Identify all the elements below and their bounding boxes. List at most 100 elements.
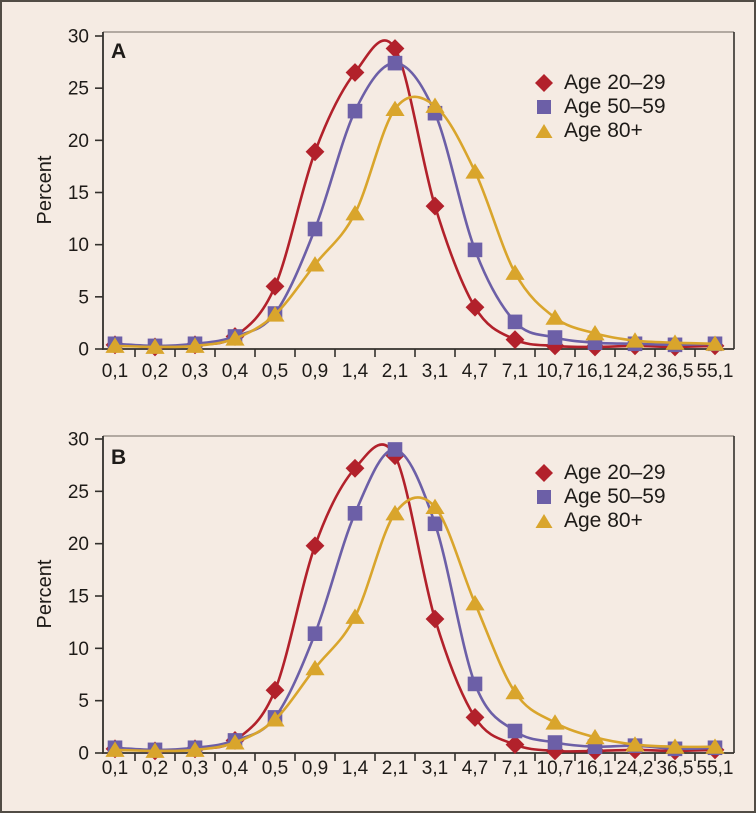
data-point-diamond <box>425 196 445 216</box>
data-point-square <box>507 723 523 739</box>
data-point-diamond <box>345 458 365 478</box>
x-tick-label: 10,7 <box>537 361 574 382</box>
data-point-square <box>507 314 523 330</box>
legend-item-age-80plus: Age 80+ <box>531 509 666 533</box>
y-tick-label: 5 <box>78 287 89 308</box>
legend-label: Age 20–29 <box>564 461 666 484</box>
x-tick-label: 1,4 <box>342 758 369 779</box>
y-tick-label: 30 <box>68 430 89 451</box>
y-tick-label: 25 <box>68 482 89 503</box>
data-point-triangle <box>545 309 565 325</box>
x-tick-label: 0,3 <box>182 361 208 382</box>
x-tick-label: 3,1 <box>422 758 448 779</box>
x-tick-label: 2,1 <box>382 758 408 779</box>
data-point-triangle <box>185 337 205 353</box>
legend-label: Age 50–59 <box>564 485 666 508</box>
x-tick-label: 0,3 <box>182 758 208 779</box>
x-tick-label: 0,2 <box>142 758 168 779</box>
data-point-triangle <box>345 204 365 221</box>
data-point-diamond <box>305 142 325 162</box>
x-tick-label: 36,5 <box>657 361 694 382</box>
data-point-square <box>387 55 403 71</box>
data-point-triangle <box>425 498 445 515</box>
x-tick-label: 24,2 <box>617 361 654 382</box>
x-tick-label: 0,2 <box>142 361 168 382</box>
x-tick-label: 7,1 <box>502 361 528 382</box>
y-tick-label: 5 <box>78 691 89 712</box>
data-point-triangle <box>665 334 685 350</box>
data-point-triangle <box>145 338 165 354</box>
data-point-triangle <box>225 330 245 346</box>
series-line-triangle <box>113 95 717 349</box>
legend-item-age-20-29: Age 20–29 <box>531 461 666 485</box>
data-point-square <box>467 676 483 692</box>
data-point-diamond <box>305 536 325 556</box>
y-tick-label: 10 <box>68 235 89 256</box>
x-tick-label: 4,7 <box>462 361 488 382</box>
x-tick-label: 0,4 <box>222 361 249 382</box>
data-point-diamond <box>545 336 565 356</box>
data-point-diamond <box>505 330 525 350</box>
x-tick-label: 10,7 <box>537 758 574 779</box>
legend-item-age-50-59: Age 50–59 <box>531 485 666 509</box>
y-tick-label: 0 <box>78 744 89 765</box>
x-tick-label: 0,9 <box>302 758 328 779</box>
x-tick-label: 0,5 <box>262 361 288 382</box>
data-point-square <box>307 626 323 641</box>
triangle-icon <box>535 514 553 528</box>
data-point-triangle <box>305 256 325 272</box>
x-tick-label: 55,1 <box>697 758 734 779</box>
data-point-diamond <box>465 297 485 317</box>
y-tick-label: 10 <box>68 639 89 660</box>
y-tick-label: 15 <box>68 587 89 608</box>
data-point-triangle <box>465 163 485 179</box>
x-tick-label: 24,2 <box>617 758 654 779</box>
y-tick-label: 25 <box>68 79 89 100</box>
data-point-triangle <box>225 734 245 750</box>
diamond-icon <box>535 464 553 482</box>
data-point-triangle <box>105 337 125 353</box>
diamond-icon <box>535 74 553 92</box>
x-tick-label: 0,1 <box>102 758 128 779</box>
legend-label: Age 80+ <box>564 119 643 142</box>
data-point-diamond <box>265 277 285 296</box>
x-tick-label: 0,1 <box>102 361 128 382</box>
data-point-triangle <box>305 659 325 676</box>
data-point-square <box>347 506 363 521</box>
legend-b: Age 20–29 Age 50–59 Age 80+ <box>531 461 666 533</box>
data-point-triangle <box>585 728 605 745</box>
series-line-triangle <box>113 496 717 753</box>
panel-a-letter: A <box>111 40 127 63</box>
data-point-triangle <box>385 100 405 117</box>
data-point-square <box>347 103 363 119</box>
x-tick-label: 7,1 <box>502 758 528 779</box>
y-tick-label: 30 <box>68 27 89 48</box>
x-tick-label: 16,1 <box>577 361 614 382</box>
data-point-square <box>547 330 563 345</box>
data-point-triangle <box>585 324 605 341</box>
legend-label: Age 20–29 <box>564 71 666 94</box>
data-point-diamond <box>425 609 445 629</box>
data-point-triangle <box>145 742 165 758</box>
y-tick-label: 15 <box>68 183 89 204</box>
x-tick-label: 1,4 <box>342 361 369 382</box>
legend-item-age-50-59: Age 50–59 <box>531 95 666 119</box>
data-point-triangle <box>185 741 205 757</box>
x-tick-label: 55,1 <box>697 361 734 382</box>
legend-item-age-20-29: Age 20–29 <box>531 71 666 95</box>
x-tick-label: 2,1 <box>382 361 408 382</box>
data-point-triangle <box>265 711 285 727</box>
x-tick-label: 36,5 <box>657 758 694 779</box>
legend-item-age-80plus: Age 80+ <box>531 119 666 143</box>
y-tick-label: 20 <box>68 534 89 555</box>
data-point-square <box>307 221 323 237</box>
panel-b-letter: B <box>111 446 127 469</box>
data-point-triangle <box>705 738 725 754</box>
data-point-triangle <box>625 332 645 348</box>
data-point-diamond <box>465 708 485 727</box>
legend-label: Age 50–59 <box>564 95 666 118</box>
data-point-triangle <box>505 683 525 700</box>
data-point-triangle <box>665 738 685 754</box>
data-point-triangle <box>465 594 485 611</box>
